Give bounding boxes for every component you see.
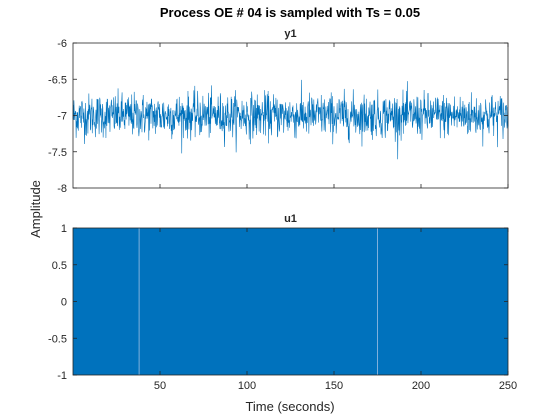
x-tick-label: 50 — [154, 380, 166, 392]
y-tick-label: -8 — [57, 183, 67, 195]
y-tick-label: -0.5 — [48, 333, 67, 345]
x-tick-label: 150 — [325, 380, 343, 392]
chart-title: Process OE # 04 is sampled with Ts = 0.0… — [160, 5, 420, 20]
x-tick-label: 200 — [412, 380, 430, 392]
subplot-title: u1 — [284, 213, 297, 225]
series-y1-line — [72, 79, 509, 160]
series-u1-signal — [73, 228, 508, 375]
y-tick-label: -6 — [57, 38, 67, 50]
subplot-u1: u1 1 0.5 0 -0.5 -1 50 100 150 200 250 — [48, 213, 517, 392]
x-tick-label: 100 — [238, 380, 256, 392]
x-tick-label: 250 — [499, 380, 517, 392]
y-tick-label: -7 — [57, 111, 67, 123]
y-tick-label: 0.5 — [52, 260, 67, 272]
x-axis-label: Time (seconds) — [245, 399, 334, 414]
y-tick-label: -6.5 — [48, 74, 67, 86]
y-tick-label: 1 — [61, 223, 67, 235]
y-tick-label: 0 — [61, 297, 67, 309]
y-axis-label: Amplitude — [28, 180, 43, 238]
subplot-title: y1 — [284, 28, 296, 40]
y-tick-label: -7.5 — [48, 147, 67, 159]
subplot-y1: y1 -6 -6.5 -7 -7.5 -8 — [48, 28, 509, 195]
y-tick-label: -1 — [57, 370, 67, 382]
